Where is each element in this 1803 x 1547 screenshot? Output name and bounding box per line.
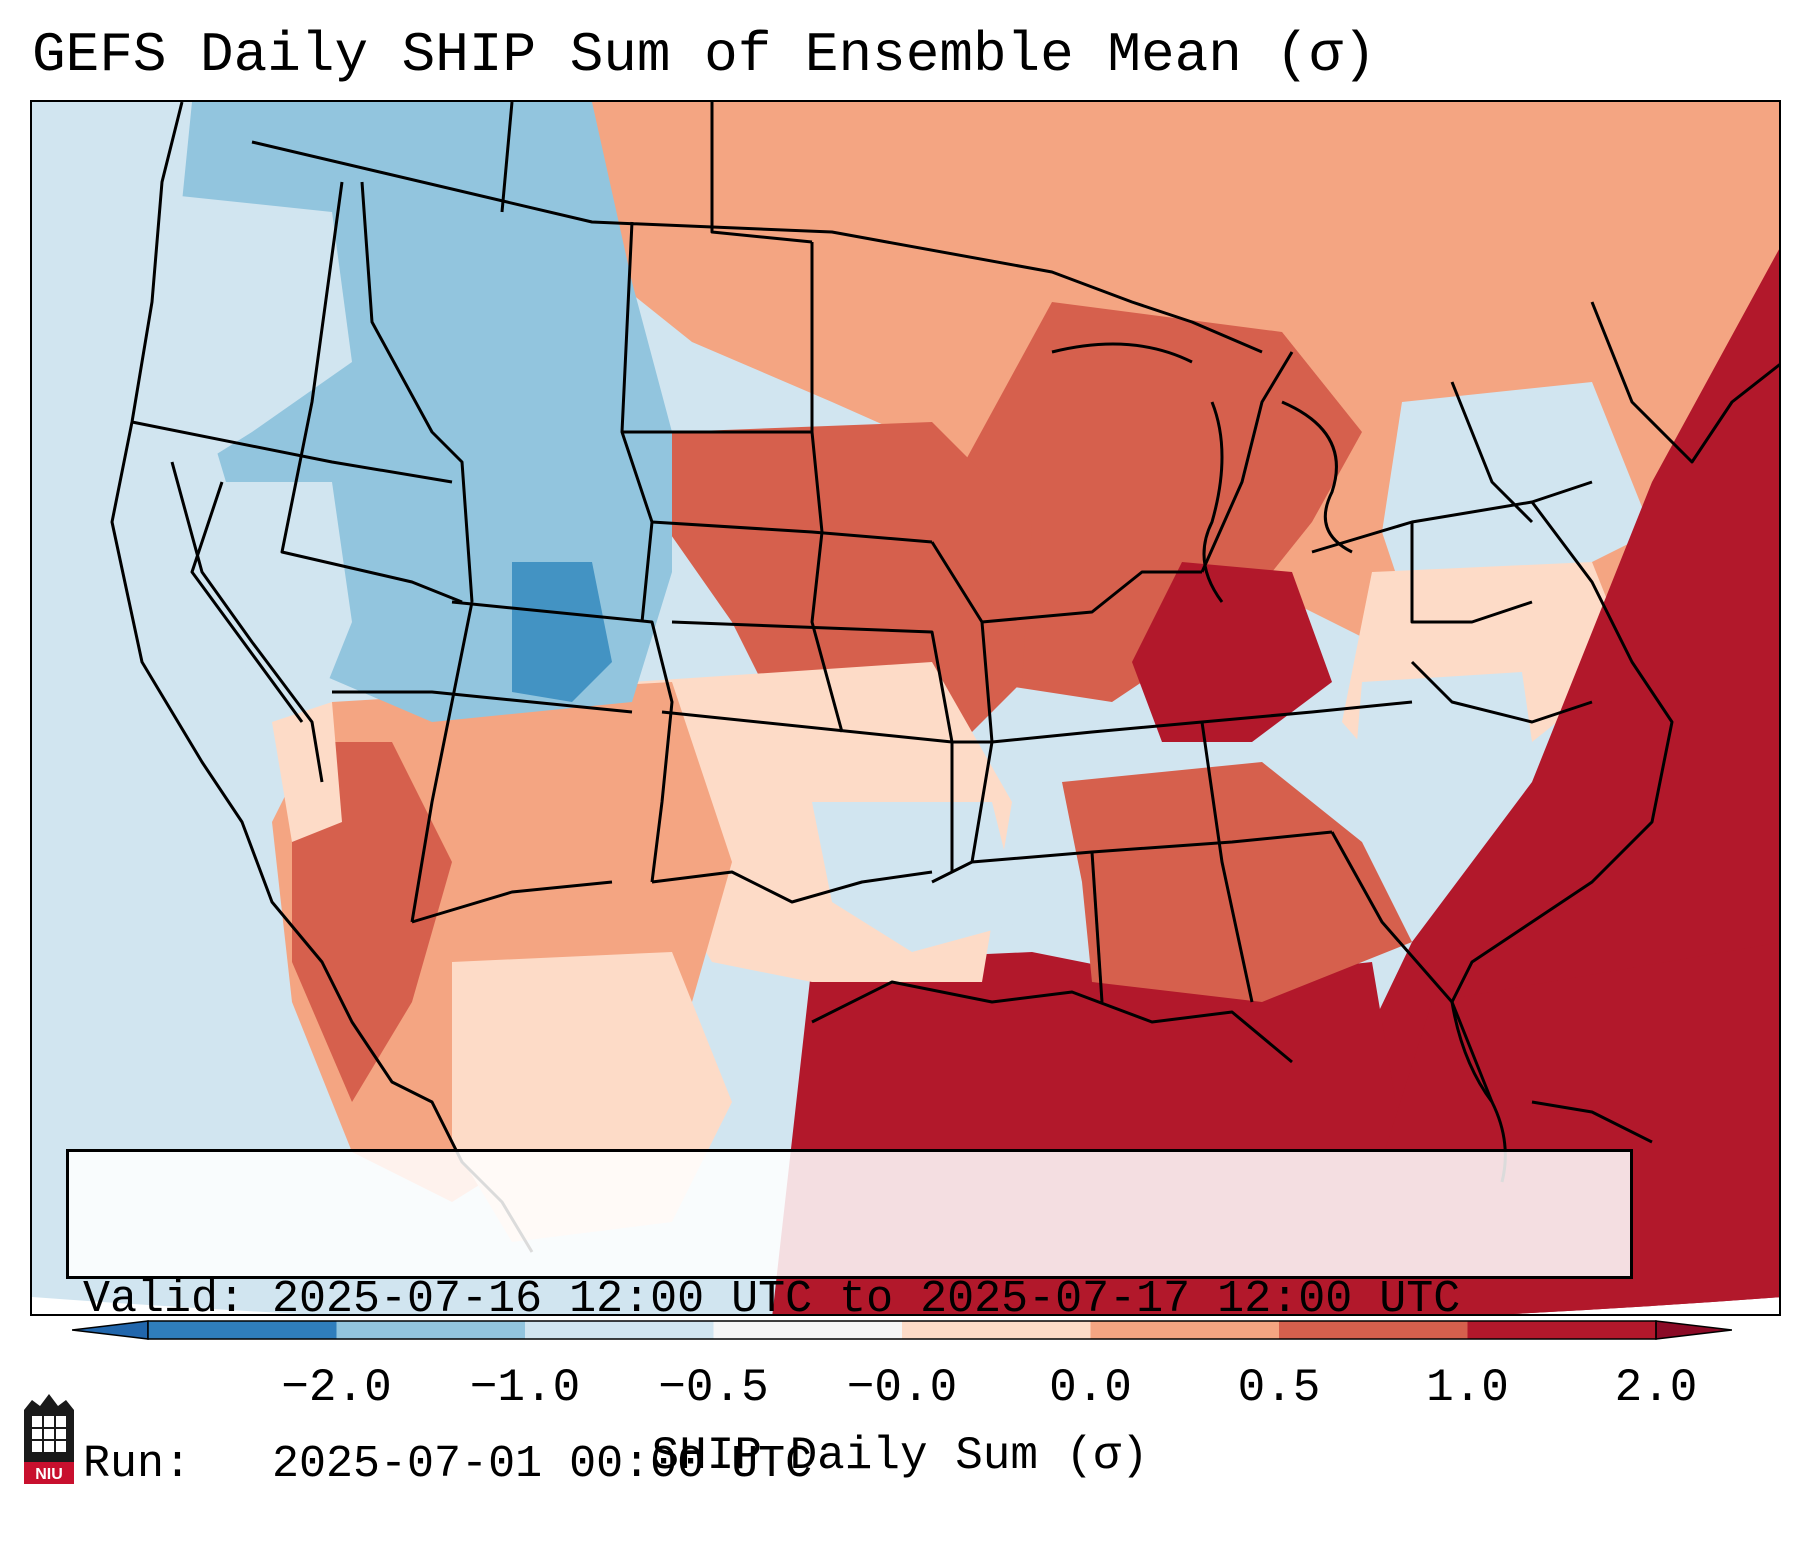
colorbar-under-arrow bbox=[72, 1320, 149, 1340]
colorbar-tick-label: −1.0 bbox=[469, 1362, 581, 1414]
field-region-central-plains bbox=[662, 422, 1032, 742]
field-region-northeast-low bbox=[1382, 382, 1652, 622]
field-region-south-plains-blue bbox=[812, 802, 1022, 952]
colorbar-tick-label: 1.0 bbox=[1426, 1362, 1509, 1414]
valid-run-info-box: Valid: 2025-07-16 12:00 UTC to 2025-07-1… bbox=[66, 1149, 1633, 1490]
colorbar-tick-label: 0.0 bbox=[1049, 1362, 1132, 1414]
colorbar-over-arrow bbox=[1655, 1320, 1732, 1340]
colorbar-tick-label: 2.0 bbox=[1614, 1362, 1698, 1414]
field-region-ohio-valley bbox=[1132, 562, 1332, 742]
colorbar-segment bbox=[902, 1321, 1091, 1339]
colorbar-tick-label: −0.5 bbox=[658, 1362, 769, 1414]
field-region-great-basin bbox=[202, 482, 352, 722]
field-region-nw-coast bbox=[122, 192, 352, 482]
colorbar-segment bbox=[1467, 1321, 1657, 1339]
colorbar-segment bbox=[1090, 1321, 1280, 1339]
colorbar-segment bbox=[713, 1321, 903, 1339]
field-region-great-lakes bbox=[932, 302, 1362, 702]
niu-logo: NIU bbox=[24, 1394, 74, 1484]
niu-logo-text: NIU bbox=[35, 1466, 63, 1483]
colorbar-segment bbox=[1279, 1321, 1468, 1339]
colorbar-label: SHIP Daily Sum (σ) bbox=[651, 1430, 1149, 1482]
colorbar-segment bbox=[148, 1321, 337, 1339]
colorbar-tick-label: 0.5 bbox=[1237, 1362, 1321, 1414]
colorbar-segment bbox=[336, 1321, 526, 1339]
map-panel bbox=[30, 100, 1781, 1316]
valid-time-text: Valid: 2025-07-16 12:00 UTC to 2025-07-1… bbox=[83, 1274, 1461, 1325]
colorbar bbox=[72, 1320, 1732, 1340]
field-region-southeast bbox=[1062, 762, 1412, 1002]
anomaly-field bbox=[32, 102, 1779, 1314]
state-boundaries bbox=[110, 102, 1779, 1253]
colorbar-tick-label: −2.0 bbox=[281, 1362, 392, 1414]
map-title: GEFS Daily SHIP Sum of Ensemble Mean (σ) bbox=[32, 23, 1377, 87]
colorbar-segment bbox=[525, 1321, 714, 1339]
field-region-desert-hot bbox=[292, 742, 452, 1102]
field-region-rockies-core bbox=[512, 562, 612, 702]
run-time-text: Run: 2025-07-01 00:00 UTC bbox=[83, 1439, 813, 1490]
field-region-coast-ca-light bbox=[272, 702, 342, 842]
colorbar-tick-label: −0.0 bbox=[846, 1362, 958, 1414]
